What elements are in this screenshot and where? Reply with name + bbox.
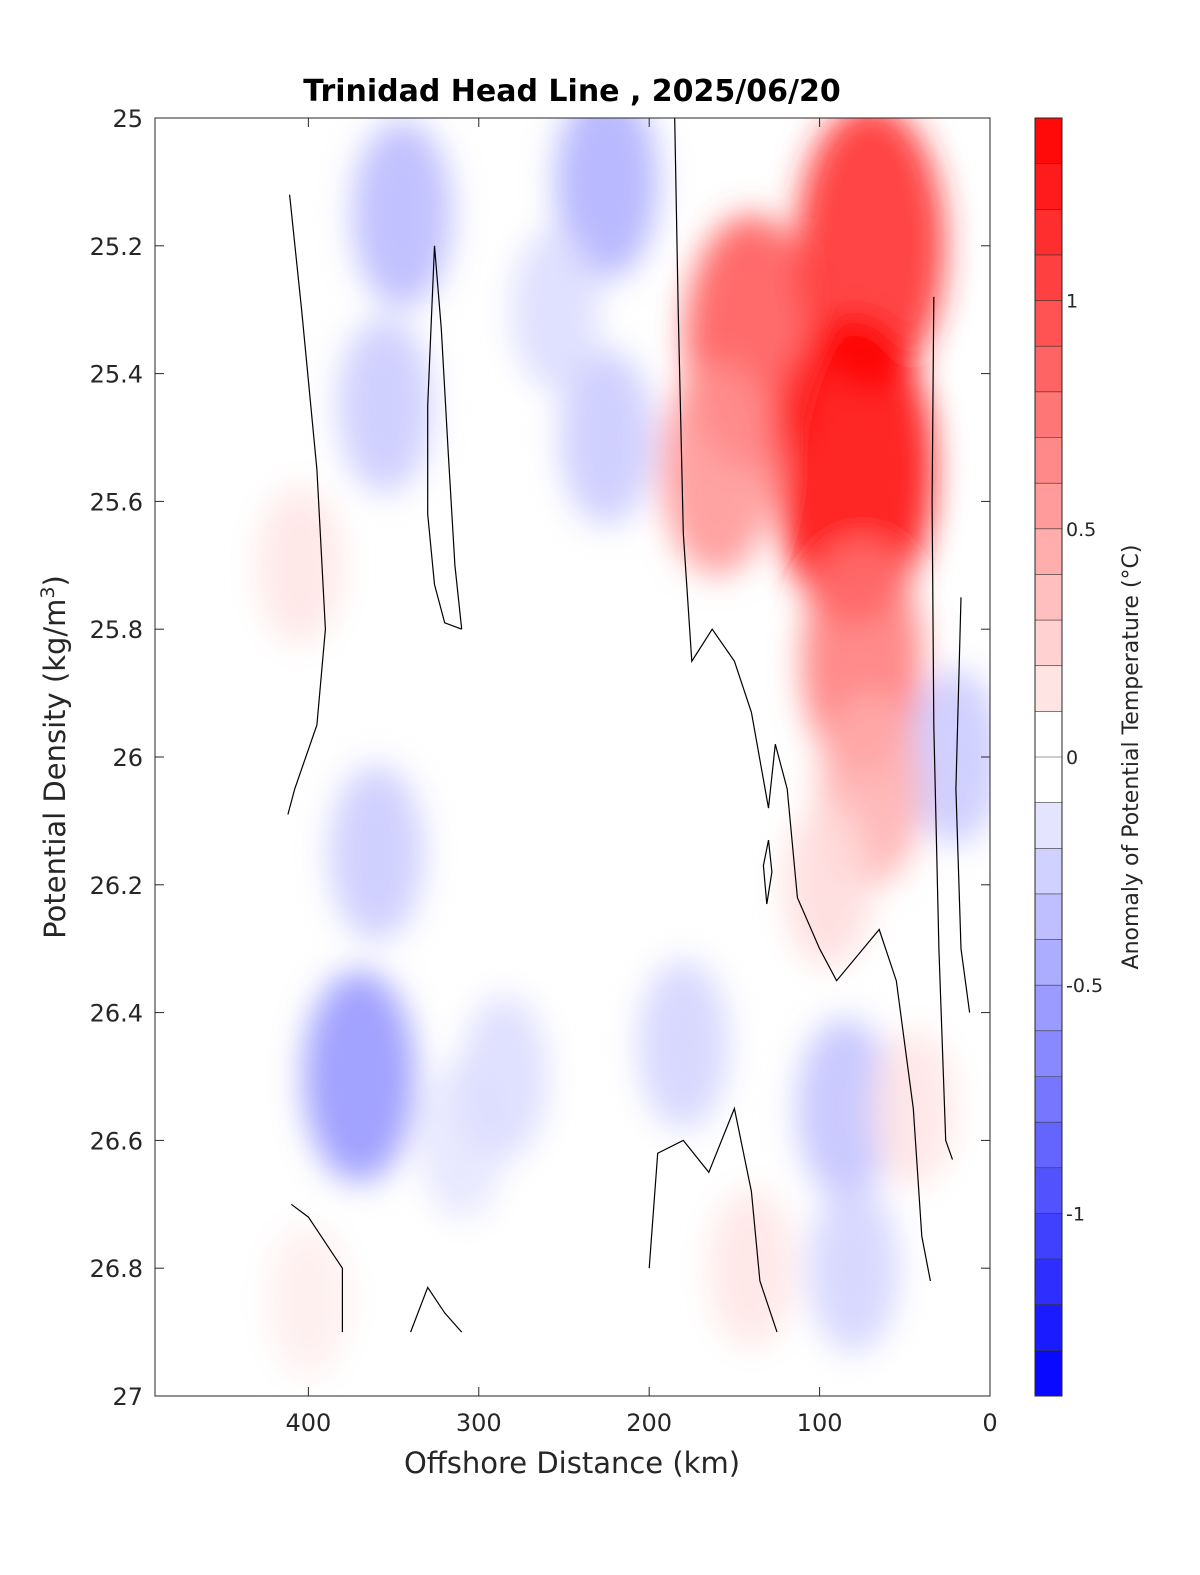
- colorbar-tick-label: 0.5: [1066, 519, 1096, 541]
- zero-contour-line: [955, 597, 971, 1013]
- y-tick-label: 25.8: [90, 616, 143, 644]
- colorbar-segment: [1035, 711, 1062, 758]
- warm-anomaly-patch: [708, 1189, 794, 1348]
- cold-anomaly-patch: [303, 970, 416, 1183]
- anomaly-fill-layer: [257, 118, 990, 1377]
- zero-contour-line: [290, 1203, 343, 1333]
- colorbar-segment: [1035, 1122, 1062, 1169]
- colorbar-tick-label: -0.5: [1066, 975, 1103, 997]
- chart-title: Trinidad Head Line , 2025/06/20: [303, 74, 840, 109]
- colorbar-segment: [1035, 163, 1062, 210]
- y-tick-label: 26.4: [90, 1000, 143, 1028]
- zero-contour-line: [762, 839, 773, 905]
- colorbar-tick-label: 0: [1066, 747, 1078, 769]
- x-tick-label: 200: [626, 1409, 672, 1437]
- x-axis: 400 300 200 100 0: [285, 118, 998, 1437]
- y-tick-label: 26.8: [90, 1255, 143, 1283]
- colorbar-tick-label: 1: [1066, 291, 1078, 313]
- colorbar-segment: [1035, 802, 1062, 849]
- cold-anomaly-patch: [808, 1183, 900, 1354]
- colorbar-segment: [1035, 1030, 1062, 1077]
- colorbar-segment: [1035, 1076, 1062, 1123]
- warm-anomaly-patch: [773, 315, 934, 624]
- colorbar-segment: [1035, 1304, 1062, 1351]
- colorbar-segment: [1035, 209, 1062, 256]
- y-tick-label: 27: [112, 1383, 143, 1411]
- colorbar-segment: [1035, 1167, 1062, 1214]
- cold-anomaly-patch: [352, 119, 453, 308]
- cold-anomaly-patch: [329, 764, 424, 941]
- y-tick-label: 25: [112, 105, 143, 133]
- y-tick-label: 26.6: [90, 1127, 143, 1155]
- y-axis-title-close: ): [38, 575, 72, 586]
- zero-contour-layer: [287, 118, 971, 1333]
- colorbar-segment: [1035, 985, 1062, 1032]
- colorbar-segment: [1035, 437, 1062, 484]
- warm-anomaly-patch: [267, 1224, 350, 1377]
- colorbar: -1 -0.5 0 0.5 1: [1034, 117, 1103, 1397]
- colorbar-segment: [1035, 939, 1062, 986]
- zero-contour-line: [648, 1106, 778, 1333]
- y-tick-label: 25.6: [90, 488, 143, 516]
- y-tick-label: 25.2: [90, 233, 143, 261]
- cold-anomaly-patch: [555, 118, 659, 279]
- colorbar-segment: [1035, 254, 1062, 302]
- y-axis-title-superscript: 3: [37, 586, 59, 598]
- colorbar-segment: [1035, 1350, 1062, 1397]
- x-axis-title: Offshore Distance (km): [404, 1446, 740, 1480]
- zero-contour-line: [427, 245, 463, 630]
- cold-anomaly-patch: [460, 994, 549, 1159]
- warm-anomaly-patch: [257, 486, 343, 645]
- zero-contour-line: [674, 118, 931, 1282]
- y-axis-title-main: Potential Density (kg/m: [38, 599, 72, 939]
- cold-anomaly-patch: [511, 227, 600, 392]
- colorbar-segment: [1035, 483, 1062, 530]
- colorbar-segment: [1035, 346, 1062, 393]
- y-tick-label: 26: [112, 744, 143, 772]
- y-tick-label: 26.2: [90, 872, 143, 900]
- zero-contour-line: [931, 296, 954, 1160]
- colorbar-segment: [1035, 665, 1062, 712]
- colorbar-segment: [1035, 391, 1062, 438]
- y-axis: 25 25.2 25.4 25.6 25.8 26 26.2 26.4 26.6 26.8 27: [90, 105, 990, 1411]
- colorbar-segment: [1035, 620, 1062, 667]
- cold-anomaly-patch: [637, 959, 729, 1130]
- x-tick-label: 100: [797, 1409, 843, 1437]
- colorbar-segment: [1035, 528, 1062, 575]
- colorbar-segment: [1035, 1213, 1062, 1260]
- cold-anomaly-patch: [338, 317, 433, 494]
- cold-anomaly-patch: [559, 349, 654, 526]
- x-tick-label: 300: [456, 1409, 502, 1437]
- colorbar-segment: [1035, 300, 1062, 347]
- colorbar-segment: [1035, 848, 1062, 895]
- colorbar-segment: [1035, 757, 1062, 804]
- warm-anomaly-patch: [784, 802, 873, 967]
- cold-anomaly-patch: [796, 1017, 894, 1200]
- colorbar-tick-label: -1: [1066, 1203, 1085, 1225]
- x-tick-label: 400: [285, 1409, 331, 1437]
- colorbar-frame: [1034, 117, 1063, 1397]
- x-tick-label: 0: [982, 1409, 997, 1437]
- zero-contour-line: [410, 1286, 463, 1333]
- y-axis-title: Potential Density (kg/m3): [37, 575, 72, 939]
- colorbar-segment: [1035, 118, 1062, 165]
- colorbar-title: Anomaly of Potential Temperature (°C): [1119, 545, 1144, 970]
- y-tick-label: 25.4: [90, 361, 143, 389]
- colorbar-segment: [1035, 893, 1062, 941]
- cold-anomaly-patch: [908, 669, 990, 845]
- zero-contour-line: [287, 194, 327, 815]
- warm-anomaly-patch: [661, 363, 774, 576]
- colorbar-segment: [1035, 1259, 1062, 1306]
- colorbar-segment: [1035, 574, 1062, 621]
